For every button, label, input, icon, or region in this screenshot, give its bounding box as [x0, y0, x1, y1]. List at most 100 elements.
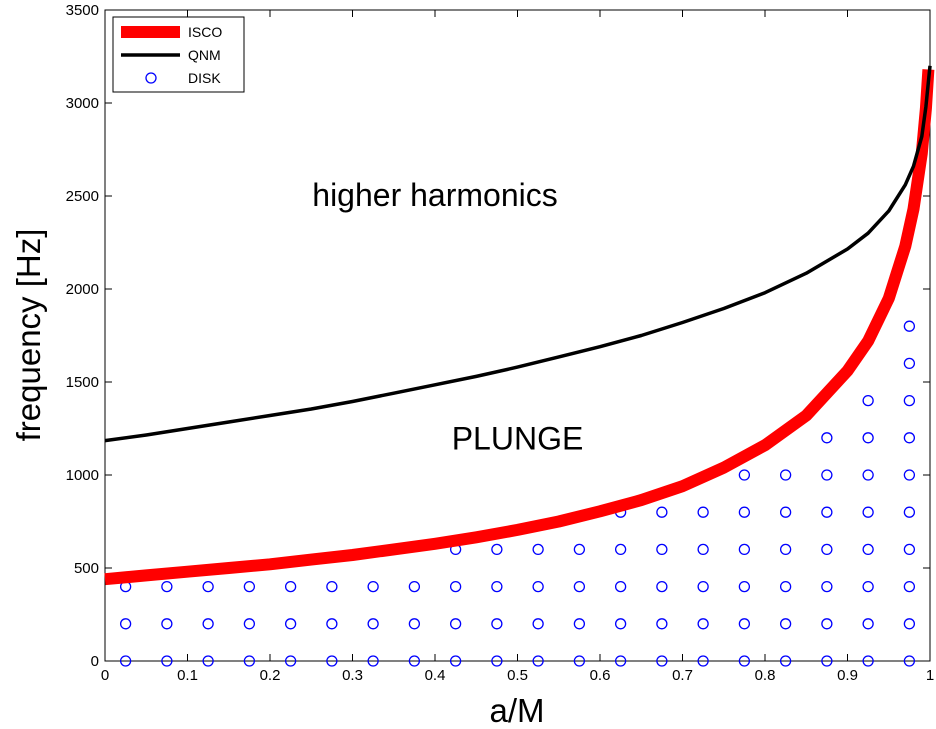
disk-point [284, 618, 297, 630]
disk-point [821, 655, 833, 667]
y-tick-label: 1000 [66, 467, 99, 484]
disk-point [656, 618, 668, 630]
disk-point [491, 543, 503, 556]
disk-point [821, 506, 833, 518]
y-axis-title: frequency [Hz] [10, 229, 47, 442]
disk-point [738, 506, 751, 518]
disk-point [697, 506, 709, 518]
plot-area [104, 9, 931, 662]
disk-point [491, 618, 503, 630]
annotation: higher harmonics [312, 177, 557, 213]
disk-point [367, 655, 379, 667]
disk-point [903, 655, 916, 667]
x-tick-label: 0.2 [260, 667, 281, 684]
disk-point [408, 580, 421, 593]
x-tick-label: 0.3 [342, 667, 363, 684]
disk-point [903, 469, 916, 481]
disk-point [491, 655, 503, 667]
disk-point [903, 580, 916, 593]
disk-point [903, 432, 916, 444]
disk-point [821, 432, 833, 444]
disk-point [697, 543, 709, 556]
disk-point [656, 506, 668, 518]
disk-point [119, 655, 132, 667]
disk-point [573, 655, 586, 667]
disk-point [862, 394, 874, 407]
disk-point [862, 543, 874, 556]
annotations: higher harmonics PLUNGE [312, 177, 583, 457]
x-tick-label: 1 [926, 667, 934, 684]
disk-point [862, 655, 874, 667]
disk-point [903, 618, 916, 630]
disk-point [862, 432, 874, 444]
disk-point [862, 506, 874, 518]
disk-point [243, 618, 256, 630]
disk-point [491, 580, 503, 593]
disk-point [903, 357, 916, 370]
disk-point [738, 655, 751, 667]
disk-point [903, 394, 916, 407]
disk-point [697, 655, 709, 667]
disk-point [821, 580, 833, 593]
disk-point [408, 655, 421, 667]
disk-point [821, 469, 833, 481]
disk-point [779, 618, 792, 630]
y-tick-label: 0 [91, 653, 99, 670]
disk-point [697, 580, 709, 593]
y-tick-label: 3000 [66, 95, 99, 112]
disk-point [738, 618, 751, 630]
disk-point [161, 655, 173, 667]
disk-point [449, 618, 462, 630]
annotation: PLUNGE [452, 421, 584, 457]
x-tick-label: 0.4 [425, 667, 446, 684]
axis-ticks: 0 0.1 0.2 0.3 0.4 0.5 0.6 0.7 0.8 0.9 1 0 500 1000 150… [66, 2, 935, 684]
legend-label-isco: ISCO [188, 24, 222, 40]
disk-point [903, 506, 916, 518]
disk-point [202, 655, 214, 667]
disk-point [862, 469, 874, 481]
disk-point [779, 580, 792, 593]
x-tick-label: 0.9 [837, 667, 858, 684]
disk-point [161, 580, 173, 593]
x-tick-label: 0.7 [672, 667, 693, 684]
disk-point [903, 543, 916, 556]
disk-point [614, 655, 627, 667]
disk-point [862, 618, 874, 630]
disk-point [614, 580, 627, 593]
disk-point [862, 580, 874, 593]
disk-point [738, 469, 751, 481]
legend-swatch-disk [145, 72, 157, 84]
disk-point [738, 580, 751, 593]
y-tick-label: 2000 [66, 281, 99, 298]
disk-point [779, 469, 792, 481]
disk-point [243, 580, 256, 593]
disk-point [532, 655, 544, 667]
disk-point [697, 618, 709, 630]
isco-line [104, 69, 935, 586]
y-tick-label: 2500 [66, 188, 99, 205]
disk-point [326, 655, 338, 667]
y-tick-label: 500 [74, 560, 99, 577]
y-tick-label: 3500 [66, 2, 99, 19]
disk-point [408, 618, 421, 630]
disk-point [656, 655, 668, 667]
x-axis-title: a/M [489, 692, 544, 729]
disk-point [532, 580, 544, 593]
disk-point [779, 655, 792, 667]
x-tick-label: 0.5 [507, 667, 528, 684]
disk-point [656, 580, 668, 593]
disk-point [449, 580, 462, 593]
disk-point [821, 618, 833, 630]
disk-point [243, 655, 256, 667]
legend-label-qnm: QNM [188, 47, 221, 63]
disk-point [779, 543, 792, 556]
disk-point [573, 580, 586, 593]
disk-point [161, 618, 173, 630]
y-tick-label: 1500 [66, 374, 99, 391]
qnm-line [104, 65, 932, 443]
disk-point [614, 618, 627, 630]
disk-point [573, 543, 586, 556]
disk-point [367, 618, 379, 630]
disk-point [449, 655, 462, 667]
